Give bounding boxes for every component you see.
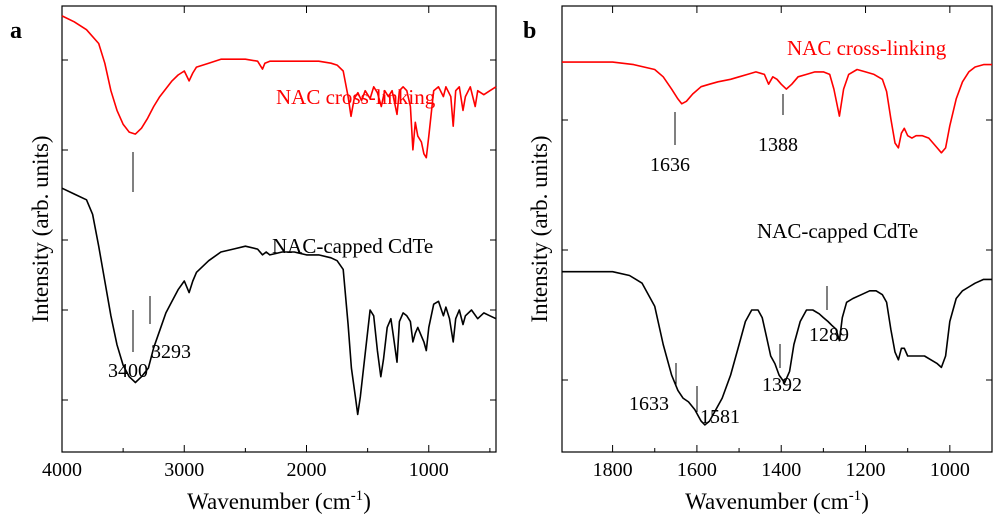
panel-a-x-tick-label: 2000 <box>287 459 327 481</box>
panel-b-y-axis-title: Intensity (arb. units) <box>527 135 552 322</box>
panel-a-letter: a <box>10 18 22 44</box>
panel-a-x-axis-title: Wavenumber (cm-1) <box>187 488 371 514</box>
panel-b-y-ticks <box>562 119 992 381</box>
panel-a-x-tick-label: 3000 <box>164 459 204 481</box>
panel-a: a 4000 3000 2000 1000 NAC cross-linking NAC… <box>10 5 497 514</box>
panel-a-y-axis-title: Intensity (arb. units) <box>28 135 53 322</box>
panel-b-peak-label-1633: 1633 <box>629 393 669 415</box>
panel-b-series <box>562 61 992 426</box>
panel-b-series-nac-cross-linking <box>562 61 992 154</box>
panel-b-x-ticks: 1800 1600 1400 1200 1000 <box>593 6 970 481</box>
panel-a-x-ticks: 4000 3000 2000 1000 <box>42 6 491 481</box>
panel-a-series <box>61 15 497 416</box>
panel-b-series-nac-capped-cdte <box>562 270 992 426</box>
panel-b-peak-label-1636: 1636 <box>650 154 690 176</box>
panel-b-x-tick-label: 1600 <box>677 459 717 481</box>
panel-b-peak-label-1388: 1388 <box>758 134 798 156</box>
panel-b-x-axis-title: Wavenumber (cm-1) <box>685 488 869 514</box>
panel-b-peak-label-1392: 1392 <box>762 374 802 396</box>
panel-a-series-nac-capped-cdte <box>61 187 497 416</box>
panel-a-x-tick-label: 1000 <box>409 459 449 481</box>
panel-b: b 1800 1600 1400 1200 1000 NAC cross-linking… <box>523 5 993 514</box>
panel-a-x-axis-title-sup: -1 <box>351 488 364 504</box>
panel-b-letter: b <box>523 18 536 44</box>
panel-b-label-nac-capped-cdte: NAC-capped CdTe <box>757 219 918 243</box>
panel-a-x-tick-label: 4000 <box>42 459 82 481</box>
panel-b-peak-label-1289: 1289 <box>809 324 849 346</box>
panel-a-label-nac-cross-linking: NAC cross-linking <box>276 85 436 109</box>
panel-b-x-tick-label: 1000 <box>930 459 970 481</box>
panel-b-plot-frame <box>561 5 993 453</box>
panel-b-label-nac-cross-linking: NAC cross-linking <box>787 36 947 60</box>
panel-b-peak-label-1581: 1581 <box>700 406 740 428</box>
panel-b-x-tick-label: 1200 <box>846 459 886 481</box>
panel-b-x-axis-title-sup: -1 <box>849 488 862 504</box>
panel-a-peak-label-3400: 3400 <box>108 360 148 382</box>
panel-b-x-tick-label: 1800 <box>593 459 633 481</box>
panel-a-series-nac-cross-linking <box>61 15 497 159</box>
panel-a-y-ticks <box>62 59 496 401</box>
panel-a-label-nac-capped-cdte: NAC-capped CdTe <box>272 234 433 258</box>
panel-b-x-tick-label: 1400 <box>761 459 801 481</box>
panel-a-plot-frame <box>61 5 497 453</box>
panel-a-peak-label-3293: 3293 <box>151 341 191 363</box>
